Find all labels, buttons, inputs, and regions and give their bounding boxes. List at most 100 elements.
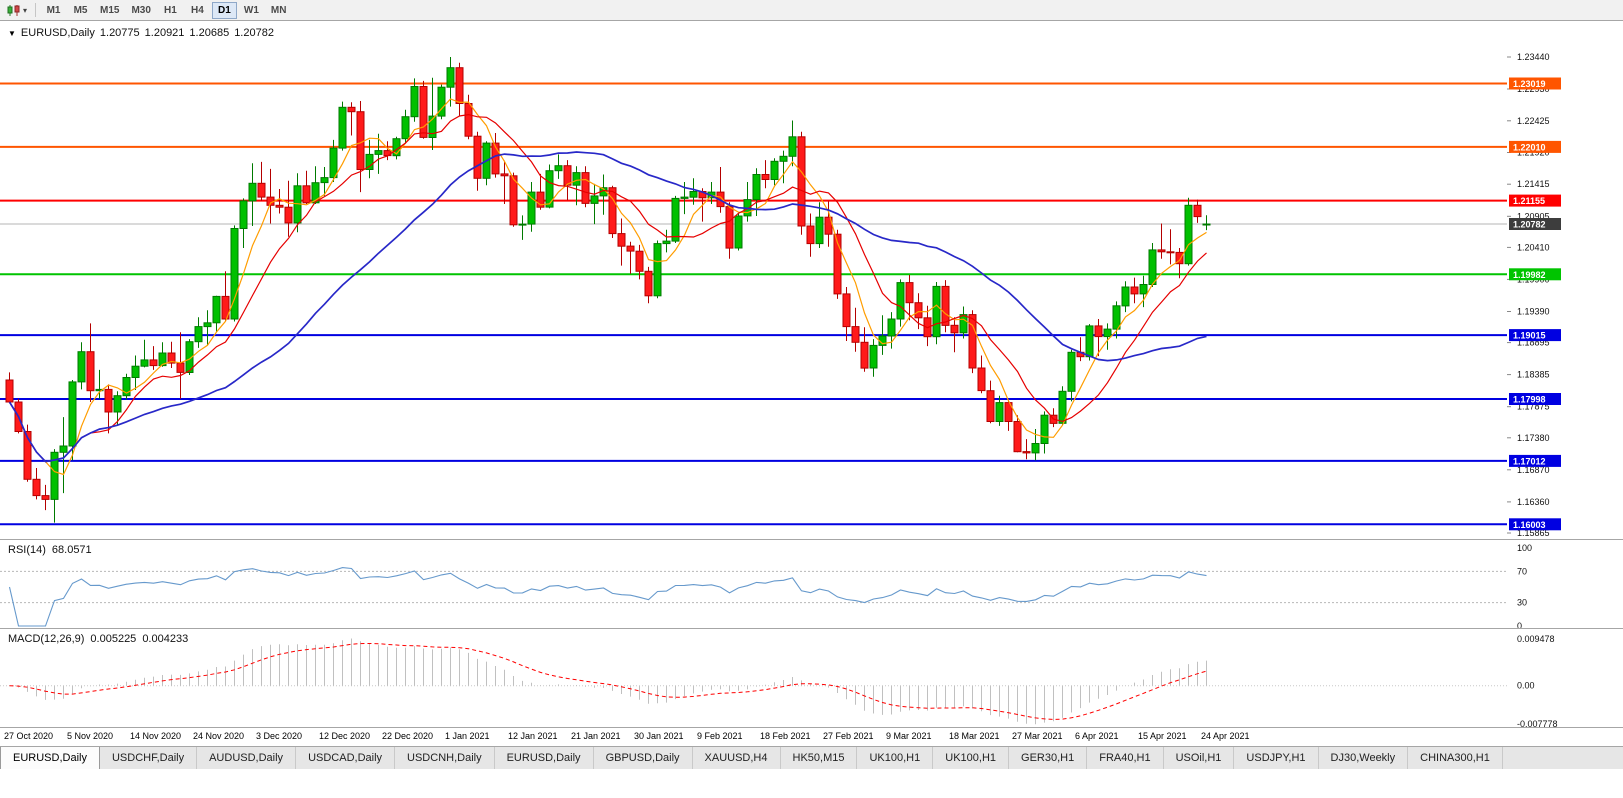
time-axis-label: 21 Jan 2021 bbox=[571, 731, 621, 741]
ohlc-close: 1.20782 bbox=[234, 27, 274, 39]
timeframe-button-m30[interactable]: M30 bbox=[126, 2, 155, 19]
time-axis[interactable]: 27 Oct 2020 5 Nov 2020 14 Nov 2020 24 Nov 2… bbox=[0, 728, 1623, 746]
time-axis-label: 18 Mar 2021 bbox=[949, 731, 1000, 741]
svg-text:1.20782: 1.20782 bbox=[1513, 220, 1546, 230]
rsi-line bbox=[8, 567, 1207, 627]
chart-tab-4[interactable]: USDCNH,Daily bbox=[395, 747, 495, 769]
svg-text:1.20410: 1.20410 bbox=[1517, 242, 1550, 252]
horizontal-line[interactable]: 1.19982 bbox=[0, 268, 1561, 281]
rsi-panel[interactable]: 100 70 30 0 RSI(14) 68.0571 bbox=[0, 540, 1623, 628]
chart-tab-8[interactable]: HK50,M15 bbox=[780, 747, 858, 769]
horizontal-line[interactable]: 1.17012 bbox=[0, 454, 1561, 467]
chart-title: ▼ EURUSD,Daily 1.20775 1.20921 1.20685 1… bbox=[8, 27, 274, 39]
timeframe-button-m1[interactable]: M1 bbox=[41, 2, 66, 19]
horizontal-line[interactable]: 1.17998 bbox=[0, 393, 1561, 405]
svg-text:1.15865: 1.15865 bbox=[1517, 528, 1550, 538]
time-axis-label: 18 Feb 2021 bbox=[760, 731, 811, 741]
time-axis-label: 12 Jan 2021 bbox=[508, 731, 558, 741]
rsi-value: 68.0571 bbox=[51, 544, 92, 556]
svg-text:1.23019: 1.23019 bbox=[1513, 79, 1546, 89]
chart-tab-3[interactable]: USDCAD,Daily bbox=[296, 747, 396, 769]
svg-text:1.16360: 1.16360 bbox=[1517, 497, 1550, 507]
time-axis-label: 22 Dec 2020 bbox=[382, 731, 434, 741]
timeframe-toolbar: ▾ M1 M5 M15 M30 H1 H4 D1 W1 MN bbox=[0, 0, 1623, 20]
main-chart-panel[interactable]: 1.234401.229301.224251.219201.214151.209… bbox=[0, 21, 1623, 539]
timeframe-button-h4[interactable]: H4 bbox=[185, 2, 210, 19]
ohlc-high: 1.20921 bbox=[144, 27, 185, 39]
horizontal-line[interactable]: 1.16003 bbox=[0, 518, 1561, 531]
time-axis-label: 1 Jan 2021 bbox=[445, 731, 490, 741]
svg-text:1.19015: 1.19015 bbox=[1513, 331, 1546, 341]
svg-text:1.17998: 1.17998 bbox=[1513, 395, 1546, 405]
chart-tab-16[interactable]: CHINA300,H1 bbox=[1408, 747, 1503, 769]
horizontal-line[interactable]: 1.19015 bbox=[0, 329, 1561, 342]
svg-text:1.21155: 1.21155 bbox=[1513, 196, 1545, 206]
macd-panel[interactable]: 0.009478 0.00 -0.007778 MACD(12,26,9) 0.00… bbox=[0, 629, 1623, 727]
svg-text:0.00: 0.00 bbox=[1517, 681, 1535, 691]
macd-axis[interactable]: 0.009478 0.00 -0.007778 bbox=[1517, 634, 1558, 727]
horizontal-line[interactable]: 1.22010 bbox=[0, 140, 1561, 153]
svg-text:1.22425: 1.22425 bbox=[1517, 116, 1550, 126]
time-axis-label: 27 Feb 2021 bbox=[823, 731, 874, 741]
chart-tab-1[interactable]: USDCHF,Daily bbox=[99, 747, 198, 769]
chart-tab-11[interactable]: GER30,H1 bbox=[1009, 747, 1088, 769]
panel-separator bbox=[0, 20, 1623, 21]
svg-text:1.19982: 1.19982 bbox=[1513, 270, 1546, 280]
timeframe-button-mn[interactable]: MN bbox=[266, 2, 292, 19]
symbol-timeframe-label: EURUSD,Daily bbox=[20, 27, 95, 39]
chart-type-icon[interactable]: ▾ bbox=[4, 4, 30, 17]
time-axis-label: 3 Dec 2020 bbox=[256, 731, 303, 741]
rsi-axis[interactable]: 100 70 30 0 bbox=[1517, 543, 1532, 628]
chart-tab-12[interactable]: FRA40,H1 bbox=[1087, 747, 1164, 769]
svg-text:70: 70 bbox=[1517, 566, 1527, 576]
chart-tab-13[interactable]: USOil,H1 bbox=[1163, 747, 1235, 769]
chart-tab-bar: EURUSD,Daily USDCHF,Daily AUDUSD,Daily USDC… bbox=[0, 746, 1623, 769]
time-axis-label: 15 Apr 2021 bbox=[1138, 731, 1187, 741]
timeframe-buttons: M1 M5 M15 M30 H1 H4 D1 W1 MN bbox=[41, 1, 292, 19]
timeframe-button-h1[interactable]: H1 bbox=[158, 2, 183, 19]
svg-text:-0.007778: -0.007778 bbox=[1517, 719, 1558, 727]
svg-text:1.19390: 1.19390 bbox=[1517, 307, 1550, 317]
time-axis-label: 9 Feb 2021 bbox=[697, 731, 743, 741]
time-axis-label: 30 Jan 2021 bbox=[634, 731, 684, 741]
timeframe-button-d1[interactable]: D1 bbox=[211, 1, 237, 19]
ma-line-5 bbox=[8, 98, 1207, 476]
timeframe-button-m15[interactable]: M15 bbox=[95, 2, 124, 19]
horizontal-line[interactable]: 1.23019 bbox=[0, 77, 1561, 90]
chart-tab-7[interactable]: XAUUSD,H4 bbox=[692, 747, 781, 769]
dropdown-caret-icon: ▾ bbox=[23, 5, 28, 15]
chart-tab-14[interactable]: USDJPY,H1 bbox=[1234, 747, 1319, 769]
chart-tab-6[interactable]: GBPUSD,Daily bbox=[593, 747, 693, 769]
ohlc-low: 1.20685 bbox=[189, 27, 230, 39]
svg-text:0: 0 bbox=[1517, 621, 1522, 628]
time-axis-label: 27 Mar 2021 bbox=[1012, 731, 1063, 741]
svg-text:1.20905: 1.20905 bbox=[1517, 211, 1550, 221]
panel-separator bbox=[0, 727, 1623, 728]
chart-tab-9[interactable]: UK100,H1 bbox=[857, 747, 934, 769]
macd-histogram bbox=[18, 638, 1207, 725]
time-axis-label: 5 Nov 2020 bbox=[67, 731, 114, 741]
macd-value: 0.005225 bbox=[90, 633, 137, 645]
svg-text:1.23440: 1.23440 bbox=[1517, 52, 1550, 62]
time-axis-label: 14 Nov 2020 bbox=[130, 731, 182, 741]
panel-separator bbox=[0, 539, 1623, 540]
chart-tab-10[interactable]: UK100,H1 bbox=[933, 747, 1010, 769]
svg-text:30: 30 bbox=[1517, 598, 1527, 608]
chart-tab-0[interactable]: EURUSD,Daily bbox=[0, 747, 100, 769]
svg-text:100: 100 bbox=[1517, 543, 1532, 553]
timeframe-button-m5[interactable]: M5 bbox=[68, 2, 93, 19]
svg-text:1.16003: 1.16003 bbox=[1513, 520, 1546, 530]
macd-label: MACD(12,26,9) 0.005225 0.004233 bbox=[8, 633, 188, 645]
symbol-menu-icon[interactable]: ▼ bbox=[8, 28, 16, 38]
rsi-indicator-name: RSI(14) bbox=[8, 544, 46, 556]
macd-signal-line bbox=[9, 642, 1207, 720]
svg-text:1.17875: 1.17875 bbox=[1517, 402, 1550, 412]
horizontal-line[interactable]: 1.21155 bbox=[0, 194, 1561, 207]
timeframe-button-w1[interactable]: W1 bbox=[239, 2, 264, 19]
chart-tab-15[interactable]: DJ30,Weekly bbox=[1318, 747, 1409, 769]
chart-tab-2[interactable]: AUDUSD,Daily bbox=[197, 747, 297, 769]
candlestick-series bbox=[5, 57, 1211, 523]
ma-line-10 bbox=[8, 113, 1207, 463]
chart-tab-5[interactable]: EURUSD,Daily bbox=[494, 747, 594, 769]
svg-text:1.21415: 1.21415 bbox=[1517, 179, 1550, 189]
